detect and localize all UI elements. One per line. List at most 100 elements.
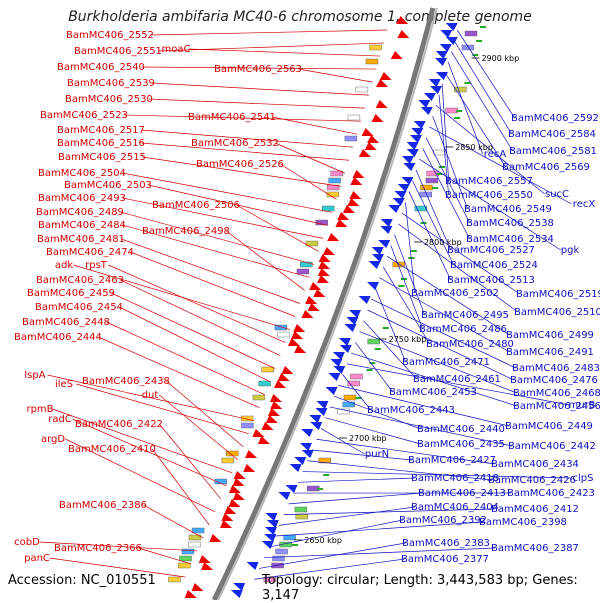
reverse-gene-label: BamMC406_2387 — [491, 543, 579, 554]
feature-block — [222, 458, 234, 463]
reverse-gene-arrow — [440, 30, 452, 38]
feature-block — [446, 108, 458, 113]
reverse-gene-arrow — [315, 408, 327, 416]
reverse-gene-label: BamMC406_2377 — [401, 554, 489, 565]
forward-gene-arrow — [323, 247, 335, 255]
rna-marker — [464, 82, 470, 84]
reverse-gene-arrow — [339, 338, 351, 346]
forward-gene-arrow — [376, 79, 388, 87]
reverse-gene-arrow — [367, 282, 379, 290]
rna-marker — [432, 187, 438, 189]
rna-marker — [480, 26, 486, 28]
reverse-gene-arrow — [435, 58, 447, 66]
forward-gene-arrow — [258, 436, 270, 444]
reverse-gene-arrow — [265, 513, 277, 521]
forward-gene-arrow — [224, 506, 236, 514]
forward-gene-arrow — [397, 30, 409, 38]
reverse-gene-label: BamMC406_2491 — [506, 347, 594, 358]
reverse-leader-line — [289, 493, 422, 504]
feature-block — [370, 45, 382, 50]
reverse-gene-label: BamMC406_2557 — [445, 176, 533, 187]
reverse-gene-arrow — [333, 352, 345, 360]
reverse-gene-arrow — [310, 422, 322, 430]
forward-gene-arrow — [221, 513, 233, 521]
feature-block — [253, 395, 265, 400]
reverse-gene-arrow — [446, 23, 458, 31]
forward-gene-label: BamMC406_2493 — [38, 193, 126, 204]
forward-gene-label: BamMC406_2515 — [58, 152, 146, 163]
forward-gene-label: BamMC406_2410 — [68, 444, 156, 455]
reverse-gene-arrow — [381, 219, 393, 227]
reverse-gene-arrow — [262, 541, 274, 549]
feature-block — [178, 563, 190, 568]
forward-gene-arrow — [362, 128, 374, 136]
feature-block — [259, 381, 271, 386]
feature-block — [182, 549, 194, 554]
forward-gene-arrow — [327, 233, 339, 241]
reverse-gene-label: recA — [484, 149, 507, 160]
reverse-gene-arrow — [440, 44, 452, 52]
forward-gene-label: rpsT — [85, 260, 108, 271]
forward-leader-line — [298, 69, 372, 82]
forward-gene-label: adk — [55, 260, 73, 271]
forward-gene-arrow — [335, 219, 347, 227]
reverse-gene-arrow — [330, 359, 342, 367]
forward-leader-line — [166, 381, 243, 447]
forward-gene-label: BamMC406_2539 — [67, 78, 155, 89]
forward-leader-line — [120, 212, 314, 264]
reverse-gene-label: BamMC406_2476 — [510, 375, 598, 386]
forward-gene-arrow — [278, 373, 290, 381]
feature-block — [465, 31, 477, 36]
reverse-gene-label: BamMC406_2502 — [411, 288, 499, 299]
forward-gene-label: moaC — [162, 44, 191, 55]
forward-leader-line — [111, 293, 275, 369]
reverse-gene-arrow — [328, 373, 340, 381]
rna-marker — [454, 117, 460, 119]
reverse-gene-label: BamMC406_2383 — [402, 538, 490, 549]
forward-gene-arrow — [262, 422, 274, 430]
reverse-gene-arrow — [346, 317, 358, 325]
rna-marker — [439, 166, 445, 168]
forward-gene-label: BamMC406_2444 — [14, 332, 102, 343]
forward-gene-label: dut — [142, 390, 159, 401]
forward-gene-label: BamMC406_2506 — [152, 200, 240, 211]
feature-block — [343, 402, 355, 407]
reverse-gene-label: BamMC406_2449 — [505, 421, 593, 432]
reverse-gene-arrow — [344, 324, 356, 332]
feature-block — [180, 556, 192, 561]
reverse-gene-label: BamMC406_2435 — [417, 439, 505, 450]
reverse-gene-arrow — [372, 247, 384, 255]
forward-gene-arrow — [229, 485, 241, 493]
forward-gene-arrow — [309, 282, 321, 290]
reverse-gene-arrow — [267, 520, 279, 528]
forward-gene-arrow — [380, 72, 392, 80]
reverse-gene-label: BamMC406_2550 — [445, 190, 533, 201]
reverse-gene-label: BamMC406_2581 — [509, 146, 597, 157]
forward-gene-label: BamMC406_2516 — [57, 138, 145, 149]
reverse-leader-line — [375, 288, 405, 362]
reverse-gene-label: BamMC406_2534 — [466, 234, 554, 245]
forward-gene-arrow — [318, 261, 330, 269]
reverse-gene-arrow — [290, 464, 302, 472]
forward-gene-arrow — [352, 170, 364, 178]
reverse-gene-label: BamMC406_2495 — [421, 310, 509, 321]
forward-leader-line — [152, 449, 209, 525]
forward-gene-arrow — [270, 394, 282, 402]
reverse-gene-arrow — [294, 457, 306, 465]
reverse-gene-arrow — [247, 562, 259, 570]
feature-block — [295, 507, 307, 512]
reverse-leader-line — [395, 235, 425, 315]
forward-leader-line — [275, 143, 345, 173]
reverse-gene-label: BamMC406_2569 — [502, 162, 590, 173]
reverse-gene-arrow — [265, 527, 277, 535]
forward-gene-label: BamMC406_2448 — [22, 317, 110, 328]
forward-gene-arrow — [234, 471, 246, 479]
reverse-gene-arrow — [393, 198, 405, 206]
reverse-gene-arrow — [430, 86, 442, 94]
reverse-gene-arrow — [411, 128, 423, 136]
forward-gene-label: BamMC406_2530 — [65, 94, 153, 105]
forward-leader-line — [159, 424, 220, 499]
reverse-gene-arrow — [436, 72, 448, 80]
forward-gene-arrow — [209, 534, 221, 542]
